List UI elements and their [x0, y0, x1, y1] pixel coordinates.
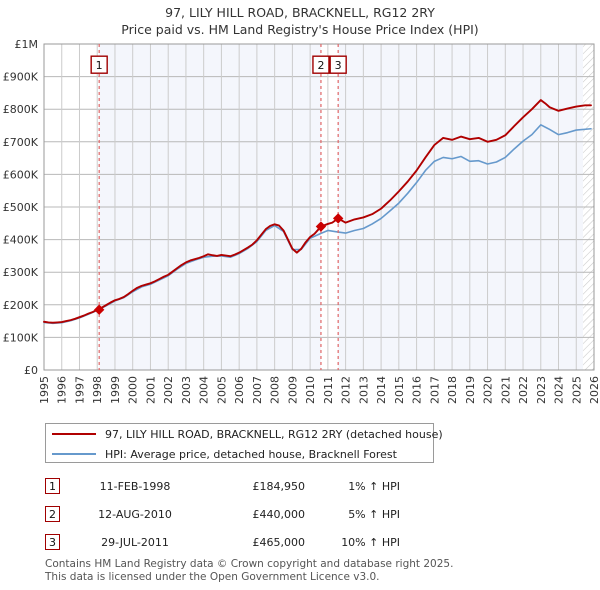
transaction-date-1: 11-FEB-1998: [99, 479, 171, 493]
legend-swatch-hpi: [52, 453, 96, 455]
svg-text:2022: 2022: [517, 376, 530, 404]
svg-text:2: 2: [317, 59, 324, 72]
legend-swatch-price-paid: [52, 433, 96, 435]
svg-text:£500K: £500K: [3, 201, 39, 214]
chart-plot-area: £0 £100K £200K £300K £400K £500K £600K £700K £80…: [3, 38, 600, 404]
page-subtitle: Price paid vs. HM Land Registry's House …: [121, 22, 479, 37]
svg-text:2008: 2008: [269, 376, 282, 404]
svg-text:£0: £0: [24, 364, 38, 377]
footer-attribution: Contains HM Land Registry data © Crown c…: [45, 558, 565, 583]
legend-item-hpi: HPI: Average price, detached house, Brac…: [46, 444, 433, 464]
svg-text:2023: 2023: [535, 376, 548, 404]
svg-text:2007: 2007: [251, 376, 264, 404]
svg-text:2011: 2011: [322, 376, 335, 404]
chart-title-block: 97, LILY HILL ROAD, BRACKNELL, RG12 2RY …: [0, 0, 600, 38]
svg-text:2012: 2012: [340, 376, 353, 404]
svg-text:2020: 2020: [482, 376, 495, 404]
svg-text:2002: 2002: [162, 376, 175, 404]
svg-text:1: 1: [96, 59, 103, 72]
svg-text:2005: 2005: [215, 376, 228, 404]
transaction-badge-1: 1: [45, 478, 60, 494]
table-row: 3 29-JUL-2011 £465,000 10% ↑ HPI: [45, 528, 465, 556]
svg-text:2014: 2014: [375, 376, 388, 404]
transaction-badge-2: 2: [45, 506, 60, 522]
svg-text:1999: 1999: [109, 376, 122, 404]
transaction-hpi-3: 10% ↑ HPI: [341, 535, 400, 549]
transaction-price-3: £465,000: [252, 535, 306, 549]
transaction-date-2: 12-AUG-2010: [98, 507, 172, 521]
svg-text:2006: 2006: [233, 376, 246, 404]
svg-text:£800K: £800K: [3, 103, 39, 116]
svg-text:2018: 2018: [446, 376, 459, 404]
svg-text:1998: 1998: [91, 376, 104, 404]
svg-text:1996: 1996: [56, 376, 69, 404]
legend-item-price-paid: 97, LILY HILL ROAD, BRACKNELL, RG12 2RY …: [46, 424, 443, 444]
svg-text:£200K: £200K: [3, 299, 39, 312]
transactions-table: 1 11-FEB-1998 £184,950 1% ↑ HPI 2 12-AUG…: [45, 472, 465, 556]
transaction-date-3: 29-JUL-2011: [101, 535, 169, 549]
svg-text:2016: 2016: [411, 376, 424, 404]
svg-text:2019: 2019: [464, 376, 477, 404]
svg-text:£300K: £300K: [3, 266, 39, 279]
legend-label-hpi: HPI: Average price, detached house, Brac…: [105, 447, 397, 461]
svg-text:2015: 2015: [393, 376, 406, 404]
svg-text:2009: 2009: [286, 376, 299, 404]
svg-text:£1M: £1M: [15, 38, 39, 51]
svg-text:£900K: £900K: [3, 71, 39, 84]
svg-text:1995: 1995: [38, 376, 51, 404]
transaction-price-2: £440,000: [252, 507, 306, 521]
svg-text:2003: 2003: [180, 376, 193, 404]
svg-text:2025: 2025: [570, 376, 583, 404]
svg-text:2017: 2017: [428, 376, 441, 404]
svg-text:£100K: £100K: [3, 331, 39, 344]
svg-text:2001: 2001: [144, 376, 157, 404]
svg-text:£600K: £600K: [3, 168, 39, 181]
svg-text:2026: 2026: [588, 376, 600, 404]
page-title: 97, LILY HILL ROAD, BRACKNELL, RG12 2RY: [165, 5, 435, 20]
svg-text:2024: 2024: [553, 376, 566, 404]
svg-text:2004: 2004: [198, 376, 211, 404]
svg-text:£700K: £700K: [3, 136, 39, 149]
svg-text:£400K: £400K: [3, 234, 39, 247]
chart-legend: 97, LILY HILL ROAD, BRACKNELL, RG12 2RY …: [45, 423, 443, 464]
table-row: 1 11-FEB-1998 £184,950 1% ↑ HPI: [45, 472, 465, 500]
legend-label-price-paid: 97, LILY HILL ROAD, BRACKNELL, RG12 2RY …: [105, 427, 443, 441]
svg-text:3: 3: [335, 59, 342, 72]
svg-text:2010: 2010: [304, 376, 317, 404]
svg-text:1997: 1997: [73, 376, 86, 404]
footer-line-2: This data is licensed under the Open Gov…: [45, 570, 380, 583]
svg-text:2013: 2013: [357, 376, 370, 404]
transaction-hpi-1: 1% ↑ HPI: [348, 479, 400, 493]
transaction-hpi-2: 5% ↑ HPI: [348, 507, 400, 521]
transaction-badge-3: 3: [45, 534, 60, 550]
svg-text:2021: 2021: [499, 376, 512, 404]
footer-line-1: Contains HM Land Registry data © Crown c…: [45, 558, 454, 570]
transaction-price-1: £184,950: [252, 479, 306, 493]
table-row: 2 12-AUG-2010 £440,000 5% ↑ HPI: [45, 500, 465, 528]
svg-text:2000: 2000: [127, 376, 140, 404]
